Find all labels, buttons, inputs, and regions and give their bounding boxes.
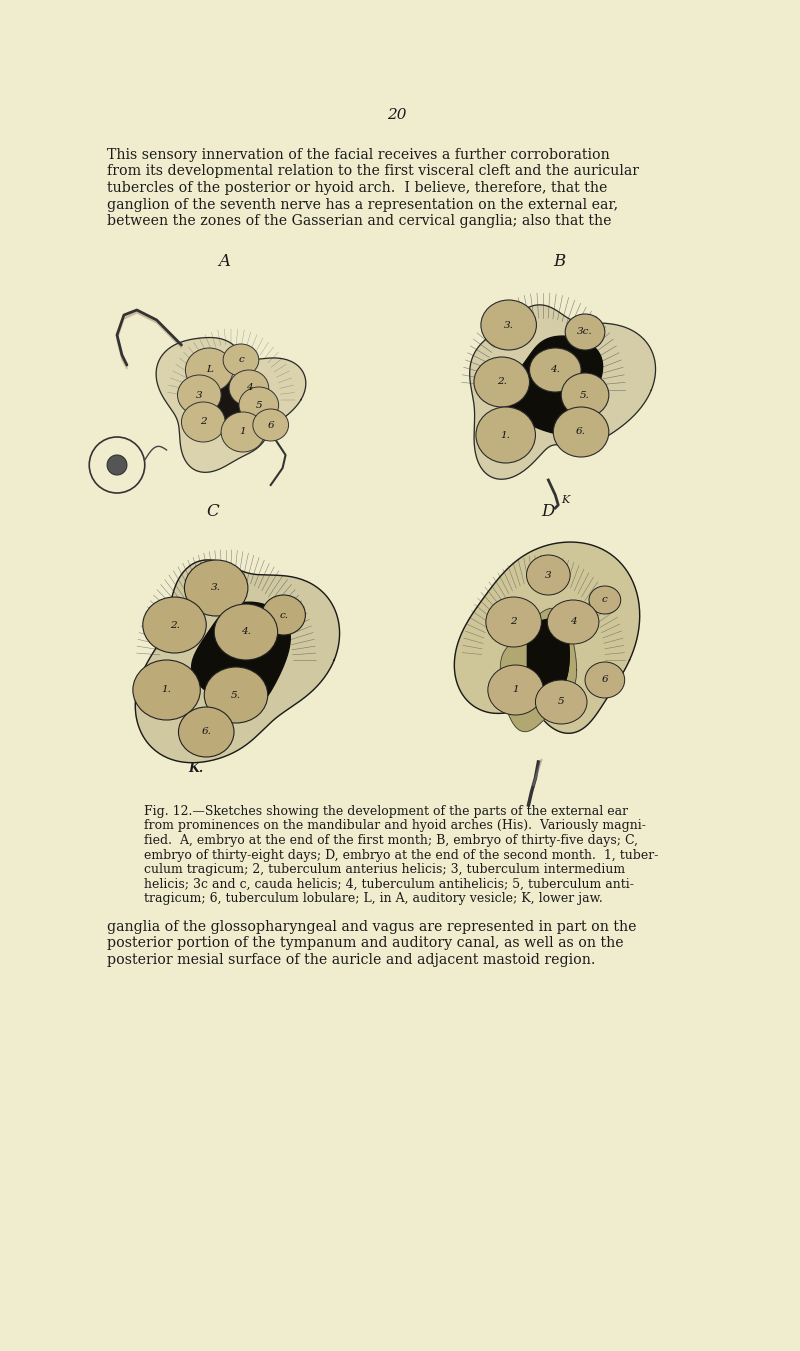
Polygon shape bbox=[527, 619, 569, 692]
Text: C: C bbox=[207, 503, 219, 520]
Text: 5.: 5. bbox=[231, 690, 241, 700]
Text: 6: 6 bbox=[602, 676, 608, 685]
Text: 1: 1 bbox=[512, 685, 519, 694]
Text: 5.: 5. bbox=[580, 390, 590, 400]
Text: K: K bbox=[562, 494, 570, 505]
Text: posterior portion of the tympanum and auditory canal, as well as on the: posterior portion of the tympanum and au… bbox=[107, 936, 624, 951]
Ellipse shape bbox=[562, 373, 609, 417]
Ellipse shape bbox=[182, 403, 225, 442]
Text: D: D bbox=[542, 503, 555, 520]
Text: 20: 20 bbox=[387, 108, 406, 122]
Circle shape bbox=[90, 436, 145, 493]
Text: 4.: 4. bbox=[241, 627, 251, 636]
Text: 4: 4 bbox=[570, 617, 577, 627]
Polygon shape bbox=[206, 380, 266, 431]
Text: embryo of thirty-eight days; D, embryo at the end of the second month.  1, tuber: embryo of thirty-eight days; D, embryo a… bbox=[144, 848, 658, 862]
Ellipse shape bbox=[142, 597, 206, 653]
Text: 2: 2 bbox=[510, 617, 517, 627]
Polygon shape bbox=[192, 603, 290, 708]
Text: 2.: 2. bbox=[497, 377, 506, 386]
Ellipse shape bbox=[214, 604, 278, 661]
Text: tubercles of the posterior or hyoid arch.  I believe, therefore, that the: tubercles of the posterior or hyoid arch… bbox=[107, 181, 607, 195]
Text: 2: 2 bbox=[200, 417, 206, 427]
Text: tragicum; 6, tuberculum lobulare; L, in A, auditory vesicle; K, lower jaw.: tragicum; 6, tuberculum lobulare; L, in … bbox=[144, 892, 602, 905]
Ellipse shape bbox=[488, 665, 543, 715]
Ellipse shape bbox=[585, 662, 625, 698]
Text: 6: 6 bbox=[267, 420, 274, 430]
Ellipse shape bbox=[223, 345, 258, 376]
Text: 4.: 4. bbox=[550, 366, 560, 374]
Ellipse shape bbox=[239, 386, 278, 423]
Text: 3.: 3. bbox=[504, 320, 514, 330]
Ellipse shape bbox=[185, 561, 248, 616]
Text: fied.  A, embryo at the end of the first month; B, embryo of thirty-five days; C: fied. A, embryo at the end of the first … bbox=[144, 834, 638, 847]
Text: 2.: 2. bbox=[170, 620, 179, 630]
Ellipse shape bbox=[476, 407, 535, 463]
Text: ganglia of the glossopharyngeal and vagus are represented in part on the: ganglia of the glossopharyngeal and vagu… bbox=[107, 920, 637, 934]
Text: This sensory innervation of the facial receives a further corroboration: This sensory innervation of the facial r… bbox=[107, 149, 610, 162]
Text: ganglion of the seventh nerve has a representation on the external ear,: ganglion of the seventh nerve has a repr… bbox=[107, 197, 618, 212]
Text: 6.: 6. bbox=[576, 427, 586, 436]
Text: helicis; 3c and c, cauda helicis; 4, tuberculum antihelicis; 5, tuberculum anti-: helicis; 3c and c, cauda helicis; 4, tub… bbox=[144, 878, 634, 890]
Text: 6.: 6. bbox=[202, 727, 211, 736]
Polygon shape bbox=[117, 309, 182, 369]
Text: 1.: 1. bbox=[162, 685, 171, 694]
Ellipse shape bbox=[526, 555, 570, 594]
Polygon shape bbox=[135, 559, 339, 763]
Text: c: c bbox=[238, 355, 244, 365]
Ellipse shape bbox=[253, 409, 289, 440]
Ellipse shape bbox=[481, 300, 537, 350]
Ellipse shape bbox=[547, 600, 599, 644]
Text: culum tragicum; 2, tuberculum anterius helicis; 3, tuberculum intermedium: culum tragicum; 2, tuberculum anterius h… bbox=[144, 863, 625, 875]
Text: 1: 1 bbox=[240, 427, 246, 436]
Ellipse shape bbox=[474, 357, 530, 407]
Text: 3: 3 bbox=[545, 570, 552, 580]
Ellipse shape bbox=[186, 349, 233, 392]
Ellipse shape bbox=[178, 707, 234, 757]
Ellipse shape bbox=[133, 661, 200, 720]
Text: 1.: 1. bbox=[501, 431, 510, 439]
Text: 4: 4 bbox=[246, 384, 252, 393]
Text: from its developmental relation to the first visceral cleft and the auricular: from its developmental relation to the f… bbox=[107, 165, 639, 178]
Circle shape bbox=[107, 455, 127, 476]
Ellipse shape bbox=[530, 349, 581, 392]
Polygon shape bbox=[156, 338, 306, 473]
Ellipse shape bbox=[535, 680, 587, 724]
Text: B: B bbox=[553, 253, 566, 270]
Polygon shape bbox=[504, 336, 602, 434]
Text: Fig. 12.—Sketches showing the development of the parts of the external ear: Fig. 12.—Sketches showing the developmen… bbox=[144, 805, 628, 817]
Text: c.: c. bbox=[279, 611, 288, 620]
Polygon shape bbox=[500, 608, 577, 732]
Ellipse shape bbox=[229, 370, 269, 407]
Ellipse shape bbox=[554, 407, 609, 457]
Ellipse shape bbox=[221, 412, 265, 453]
Polygon shape bbox=[527, 619, 569, 692]
Text: K.: K. bbox=[189, 762, 204, 775]
Text: 5: 5 bbox=[558, 697, 565, 707]
Text: posterior mesial surface of the auricle and adjacent mastoid region.: posterior mesial surface of the auricle … bbox=[107, 952, 595, 967]
Text: 3c.: 3c. bbox=[578, 327, 593, 336]
Ellipse shape bbox=[486, 597, 542, 647]
Text: from prominences on the mandibular and hyoid arches (His).  Variously magni-: from prominences on the mandibular and h… bbox=[144, 820, 646, 832]
Text: A: A bbox=[218, 253, 230, 270]
Ellipse shape bbox=[178, 376, 221, 415]
Text: L: L bbox=[206, 366, 213, 374]
Text: between the zones of the Gasserian and cervical ganglia; also that the: between the zones of the Gasserian and c… bbox=[107, 213, 611, 228]
Ellipse shape bbox=[262, 594, 306, 635]
Text: c: c bbox=[602, 596, 608, 604]
Text: 3.: 3. bbox=[211, 584, 221, 593]
Ellipse shape bbox=[589, 586, 621, 613]
Text: 5: 5 bbox=[255, 400, 262, 409]
Polygon shape bbox=[454, 542, 640, 734]
Ellipse shape bbox=[204, 667, 268, 723]
Ellipse shape bbox=[565, 313, 605, 350]
Polygon shape bbox=[470, 305, 655, 480]
Text: 3: 3 bbox=[196, 390, 202, 400]
